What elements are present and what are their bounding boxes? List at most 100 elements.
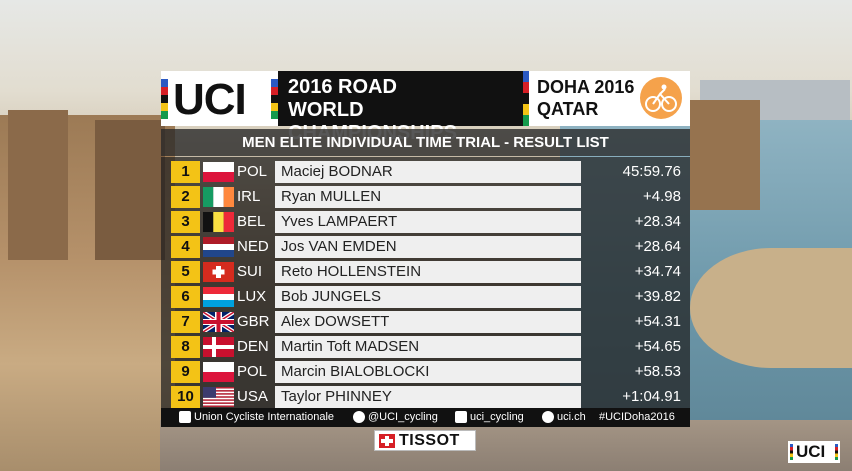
instagram-handle: uci_cycling: [455, 411, 524, 423]
instagram-icon: [455, 411, 467, 423]
nation-code: LUX: [237, 288, 267, 305]
result-time: +1:04.91: [622, 388, 681, 405]
rider-name: Taylor PHINNEY: [281, 388, 392, 405]
usa-flag-icon: [203, 387, 234, 407]
result-time: +4.98: [643, 188, 681, 205]
result-time: +28.34: [634, 213, 681, 230]
rainbow-stripe: [271, 79, 278, 119]
background-tower: [95, 120, 165, 260]
sui-flag-icon: [203, 262, 234, 282]
twitter-icon: [353, 411, 365, 423]
rider-name: Maciej BODNAR: [281, 163, 393, 180]
rainbow-stripe: [790, 444, 793, 460]
corner-uci-logo: UCI: [788, 441, 840, 463]
rider-name: Jos VAN EMDEN: [281, 238, 397, 255]
position-badge: 7: [171, 311, 200, 333]
position-badge: 10: [171, 386, 200, 408]
rider-name: Yves LAMPAERT: [281, 213, 398, 230]
rider-name: Alex DOWSETT: [281, 313, 390, 330]
gbr-flag-icon: [203, 312, 234, 332]
rider-name: Martin Toft MADSEN: [281, 338, 420, 355]
website-link: uci.ch: [542, 411, 586, 423]
nation-code: SUI: [237, 263, 263, 280]
background-tower: [8, 110, 68, 260]
position-badge: 6: [171, 286, 200, 308]
result-row: 5 SUI Reto HOLLENSTEIN +34.74: [171, 261, 683, 283]
rainbow-stripe: [161, 79, 168, 119]
bel-flag-icon: [203, 212, 234, 232]
graphic-header: UCI 2016 ROAD WORLD CHAMPIONSHIPS DOHA 2…: [161, 71, 690, 144]
rider-name-box: Jos VAN EMDEN: [275, 236, 581, 258]
facebook-icon: [179, 411, 191, 423]
pol-flag-icon: [203, 362, 234, 382]
result-list-subtitle: MEN ELITE INDIVIDUAL TIME TRIAL - RESULT…: [161, 129, 690, 156]
position-badge: 8: [171, 336, 200, 358]
rainbow-stripe: [523, 71, 529, 126]
host-city-line1: DOHA 2016: [537, 77, 635, 97]
results-panel: 1 POL Maciej BODNAR 45:59.76 2 IRL Ryan MULLEN…: [161, 157, 690, 409]
twitter-handle: @UCI_cycling: [353, 411, 438, 423]
website-text: uci.ch: [557, 411, 586, 423]
nation-code: POL: [237, 363, 268, 380]
lux-flag-icon: [203, 287, 234, 307]
doha-cyclist-icon: [640, 77, 682, 119]
event-title-line1: 2016 ROAD: [288, 76, 397, 98]
rider-name-box: Ryan MULLEN: [275, 186, 581, 208]
facebook-text: Union Cycliste Internationale: [194, 411, 335, 423]
result-time: +54.65: [634, 338, 681, 355]
globe-icon: [542, 411, 554, 423]
ned-flag-icon: [203, 237, 234, 257]
result-row: 4 NED Jos VAN EMDEN +28.64: [171, 236, 683, 258]
result-time: +54.31: [634, 313, 681, 330]
rider-name-box: Martin Toft MADSEN: [275, 336, 581, 358]
rainbow-stripe: [835, 444, 838, 460]
rider-name: Bob JUNGELS: [281, 288, 382, 305]
nation-code: IRL: [237, 188, 261, 205]
position-badge: 9: [171, 361, 200, 383]
position-badge: 5: [171, 261, 200, 283]
tissot-text: TISSOT: [399, 432, 460, 449]
rider-name-box: Reto HOLLENSTEIN: [275, 261, 581, 283]
swiss-cross-icon: [379, 434, 395, 448]
result-time: +28.64: [634, 238, 681, 255]
position-badge: 2: [171, 186, 200, 208]
rider-name-box: Yves LAMPAERT: [275, 211, 581, 233]
host-city: DOHA 2016 QATAR: [529, 71, 690, 126]
instagram-text: uci_cycling: [470, 411, 524, 423]
event-title: 2016 ROAD WORLD CHAMPIONSHIPS: [278, 71, 523, 144]
rider-name: Ryan MULLEN: [281, 188, 382, 205]
uci-logo: UCI: [161, 71, 278, 126]
result-row: 10 USA Taylor PHINNEY +1:04.91: [171, 386, 683, 408]
nation-code: DEN: [237, 338, 269, 355]
result-time: +39.82: [634, 288, 681, 305]
background-island: [690, 248, 852, 368]
nation-code: USA: [237, 388, 268, 405]
nation-code: POL: [237, 163, 268, 180]
result-time: +34.74: [634, 263, 681, 280]
irl-flag-icon: [203, 187, 234, 207]
nation-code: GBR: [237, 313, 270, 330]
result-row: 1 POL Maciej BODNAR 45:59.76: [171, 161, 683, 183]
result-row: 3 BEL Yves LAMPAERT +28.34: [171, 211, 683, 233]
uci-logo-text: UCI: [173, 75, 247, 124]
tissot-sponsor-logo: TISSOT: [374, 430, 476, 451]
position-badge: 4: [171, 236, 200, 258]
position-badge: 1: [171, 161, 200, 183]
rider-name-box: Alex DOWSETT: [275, 311, 581, 333]
social-footer: Union Cycliste Internationale @UCI_cycli…: [161, 408, 690, 427]
rider-name-box: Marcin BIALOBLOCKI: [275, 361, 581, 383]
nation-code: NED: [237, 238, 269, 255]
result-time: 45:59.76: [622, 163, 681, 180]
result-row: 6 LUX Bob JUNGELS +39.82: [171, 286, 683, 308]
nation-code: BEL: [237, 213, 266, 230]
rider-name-box: Taylor PHINNEY: [275, 386, 581, 408]
hashtag: #UCIDoha2016: [599, 411, 675, 423]
position-badge: 3: [171, 211, 200, 233]
result-row: 7 GBR Alex DOWSETT +54.31: [171, 311, 683, 333]
facebook-handle: Union Cycliste Internationale: [179, 411, 334, 423]
hashtag-text: #UCIDoha2016: [599, 411, 675, 423]
pol-flag-icon: [203, 162, 234, 182]
background-marina: [160, 420, 852, 471]
corner-uci-text: UCI: [796, 442, 826, 461]
den-flag-icon: [203, 337, 234, 357]
